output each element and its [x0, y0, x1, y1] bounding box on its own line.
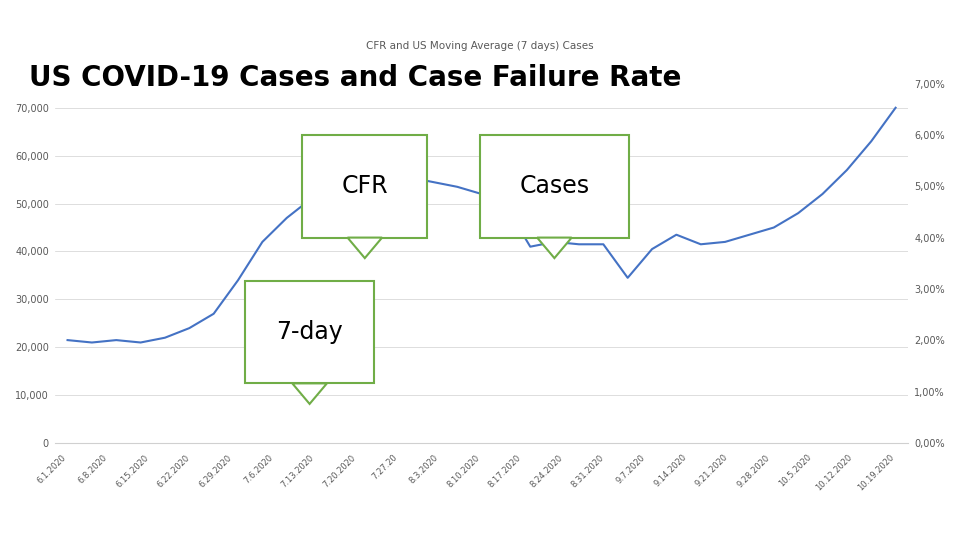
Daily Cases: [646, 246, 658, 252]
Daily Cases: [378, 177, 390, 183]
Daily Cases: [597, 241, 609, 247]
Daily Cases: [329, 186, 341, 192]
Daily Cases: [500, 202, 512, 209]
Text: CFR and US Moving Average (7 days) Cases: CFR and US Moving Average (7 days) Cases: [366, 41, 594, 51]
Daily Cases: [890, 105, 901, 111]
Daily Cases: [232, 277, 244, 284]
Daily Cases: [281, 215, 293, 221]
Daily Cases: [305, 195, 317, 202]
Daily Cases: [159, 334, 171, 341]
Text: CFR: CFR: [342, 174, 388, 198]
Daily Cases: [695, 241, 707, 247]
Daily Cases: [451, 184, 463, 190]
Text: Cases: Cases: [519, 174, 589, 198]
Daily Cases: [792, 210, 804, 217]
Daily Cases: [524, 244, 536, 250]
Daily Cases: [61, 337, 73, 343]
Text: 7-day: 7-day: [276, 320, 343, 344]
Daily Cases: [476, 191, 488, 197]
Daily Cases: [86, 339, 98, 346]
Daily Cases: [817, 191, 828, 197]
Daily Cases: [208, 310, 220, 317]
Daily Cases: [768, 224, 780, 231]
Daily Cases: [671, 232, 683, 238]
Daily Cases: [549, 239, 561, 245]
Daily Cases: [841, 167, 852, 173]
Daily Cases: [573, 241, 585, 247]
Daily Cases: [354, 184, 366, 190]
Daily Cases: [134, 339, 146, 346]
Daily Cases: [622, 274, 634, 281]
Daily Cases: [256, 239, 268, 245]
Line: Daily Cases: Daily Cases: [67, 108, 896, 342]
Daily Cases: [866, 138, 877, 145]
Daily Cases: [719, 239, 731, 245]
Daily Cases: [427, 179, 439, 185]
Daily Cases: [183, 325, 195, 332]
Daily Cases: [110, 337, 122, 343]
Daily Cases: [403, 174, 415, 180]
Text: US COVID-19 Cases and Case Failure Rate: US COVID-19 Cases and Case Failure Rate: [29, 64, 682, 92]
Daily Cases: [744, 232, 756, 238]
